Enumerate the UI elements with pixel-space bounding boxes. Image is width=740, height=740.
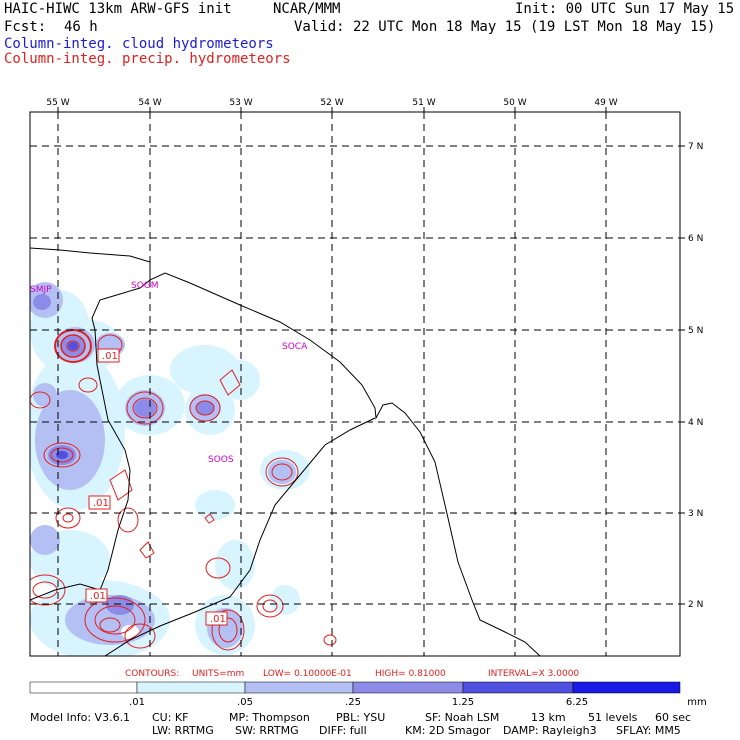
lat-label-3n: 3 N (688, 509, 703, 519)
footer-diff: DIFF: full (319, 724, 367, 737)
coastline (30, 247, 541, 656)
colorbar-tick-025: .25 (345, 697, 361, 708)
precip-contours (30, 329, 337, 651)
footer-model-info: Model Info: V3.6.1 (30, 711, 131, 724)
title-center: NCAR/MMM (273, 1, 341, 17)
colorbar-tick-125: 1.25 (452, 697, 474, 708)
station-smjp: SMJP (30, 285, 52, 295)
cloud-shading (30, 282, 310, 656)
contour-info-label: CONTOURS: (125, 669, 179, 679)
footer-pbl: PBL: YSU (336, 711, 386, 724)
contour-info-high: HIGH= 0.81000 (375, 669, 446, 679)
footer-sflay: SFLAY: MM5 (616, 724, 681, 737)
forecast-label: Fcst: (4, 19, 47, 35)
colorbar-tick-001: .01 (129, 697, 145, 708)
station-soca: SOCA (282, 342, 308, 352)
footer-lw: LW: RRTMG (152, 724, 214, 737)
title-left: HAIC-HIWC 13km ARW-GFS init (4, 1, 232, 17)
lon-label-51w: 51 W (412, 98, 435, 108)
lon-label-55w: 55 W (46, 98, 69, 108)
colorbar-tick-005: .05 (237, 697, 253, 708)
contour-label-4: .01 (210, 614, 226, 625)
station-soos: SOOS (208, 455, 234, 465)
footer-sf: SF: Noah LSM (425, 711, 500, 724)
footer-timestep: 60 sec (655, 711, 692, 724)
footer-mp: MP: Thompson (229, 711, 310, 724)
init-time: Init: 00 UTC Sun 17 May 15 (515, 1, 735, 17)
lat-label-4n: 4 N (688, 418, 703, 428)
colorbar (29, 681, 681, 694)
station-sogm: SOGM (131, 281, 159, 291)
lon-label-54w: 54 W (138, 98, 161, 108)
footer-resolution: 13 km (531, 711, 566, 724)
lon-label-52w: 52 W (320, 98, 343, 108)
contour-label-2: .01 (93, 498, 109, 509)
contour-label-3: .01 (90, 591, 106, 602)
colorbar-unit: mm (687, 697, 706, 708)
footer-cu: CU: KF (152, 711, 189, 724)
field-precip-title: Column-integ. precip. hydrometeors (4, 51, 291, 67)
contour-label-1: .01 (102, 351, 118, 362)
lat-lon-grid (30, 112, 680, 656)
footer-levels: 51 levels (588, 711, 638, 724)
footer-sw: SW: RRTMG (235, 724, 299, 737)
lon-label-50w: 50 W (503, 98, 526, 108)
lon-label-49w: 49 W (594, 98, 617, 108)
forecast-hour: 46 h (64, 19, 98, 35)
lon-label-53w: 53 W (229, 98, 252, 108)
valid-time: Valid: 22 UTC Mon 18 May 15 (19 LST Mon … (294, 19, 716, 35)
contour-info-low: LOW= 0.10000E-01 (263, 669, 352, 679)
lat-label-7n: 7 N (688, 142, 703, 152)
contour-info-interval: INTERVAL=X 3.0000 (488, 669, 579, 679)
lat-label-2n: 2 N (688, 600, 703, 610)
map-frame (29, 111, 681, 657)
lat-label-6n: 6 N (688, 234, 703, 244)
colorbar-tick-625: 6.25 (566, 697, 588, 708)
field-cloud-title: Column-integ. cloud hydrometeors (4, 36, 274, 52)
footer-damp: DAMP: Rayleigh3 (503, 724, 597, 737)
axis-ticks (57, 107, 685, 605)
footer-km: KM: 2D Smagor (405, 724, 491, 737)
contour-info-units: UNITS=mm (192, 669, 244, 679)
lat-label-5n: 5 N (688, 326, 703, 336)
